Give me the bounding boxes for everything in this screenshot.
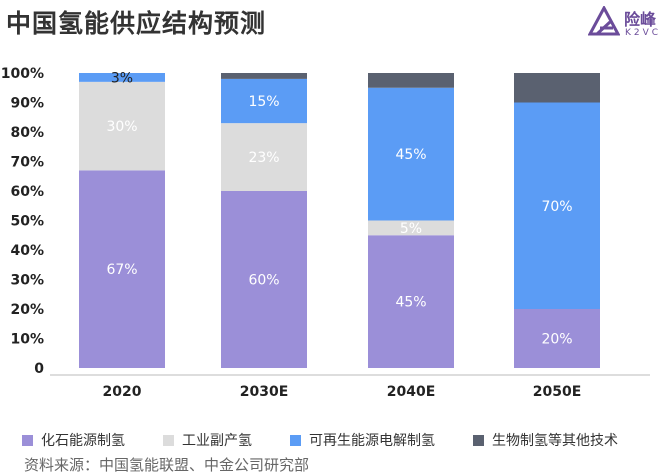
data-label: 20% [541, 332, 572, 348]
y-tick-label: 0 [34, 361, 44, 377]
legend-item: 可再生能源电解制氢 [290, 430, 435, 450]
data-label: 30% [106, 119, 137, 135]
legend-swatch [163, 434, 174, 446]
x-tick-label: 2020 [103, 384, 142, 400]
bar-segment [514, 73, 600, 103]
data-label: 45% [395, 295, 426, 311]
y-tick-label: 80% [10, 125, 44, 141]
legend-label: 工业副产氢 [182, 433, 252, 449]
bar-segment [79, 73, 165, 82]
legend-item: 工业副产氢 [163, 430, 252, 450]
y-tick-label: 100% [1, 66, 44, 82]
x-tick-label: 2030E [240, 384, 289, 400]
data-label: 67% [106, 262, 137, 278]
x-tick-label: 2040E [387, 384, 436, 400]
legend-label: 化石能源制氢 [41, 433, 125, 449]
legend-label: 生物制氢等其他技术 [492, 433, 618, 449]
legend: 化石能源制氢 工业副产氢 可再生能源电解制氢 生物制氢等其他技术 [22, 430, 656, 450]
data-label: 5% [400, 221, 422, 237]
bar-segment [368, 220, 454, 236]
bar-segment [514, 102, 600, 309]
logo-text: 险峰 [624, 10, 657, 29]
source-note: 资料来源：中国氢能联盟、中金公司研究部 [24, 456, 310, 474]
logo-subtext: K2VC [625, 28, 660, 38]
x-tick-label: 2050E [533, 384, 582, 400]
legend-swatch [22, 434, 33, 446]
y-tick-label: 90% [10, 96, 44, 112]
data-label: 45% [395, 147, 426, 163]
page-title: 中国氢能供应结构预测 [6, 9, 267, 38]
data-label: 70% [541, 199, 572, 215]
bar-segment [368, 87, 454, 221]
bar-segment [221, 73, 307, 79]
bar-segment [221, 191, 307, 368]
data-label: 3% [111, 70, 133, 86]
bar-segment [221, 123, 307, 191]
logo-triangle-icon [587, 4, 621, 36]
bar-segment [368, 235, 454, 368]
y-tick-label: 70% [10, 155, 44, 171]
legend-label: 可再生能源电解制氢 [309, 433, 435, 449]
legend-item: 化石能源制氢 [22, 430, 125, 450]
y-tick-label: 30% [10, 273, 44, 289]
legend-item: 生物制氢等其他技术 [473, 430, 618, 450]
y-tick-label: 50% [10, 214, 44, 230]
bar-segment [368, 73, 454, 88]
data-label: 15% [248, 94, 279, 110]
y-tick-label: 60% [10, 184, 44, 200]
y-tick-label: 40% [10, 243, 44, 259]
data-label: 23% [248, 150, 279, 166]
y-tick-label: 10% [10, 332, 44, 348]
data-label: 60% [248, 273, 279, 289]
bar-segment [79, 170, 165, 368]
logo: 险峰 K2VC [587, 4, 660, 46]
y-tick-label: 20% [10, 302, 44, 318]
bar-segment [221, 78, 307, 124]
bar-segment [514, 309, 600, 368]
legend-swatch [290, 434, 301, 446]
stacked-bar-chart: 0 10% 20% 30% 40% 50% 60% 70% 80% 90% 100% 67% 30% 3%… [1, 66, 650, 400]
legend-swatch [473, 434, 484, 446]
bar-segment [79, 81, 165, 171]
